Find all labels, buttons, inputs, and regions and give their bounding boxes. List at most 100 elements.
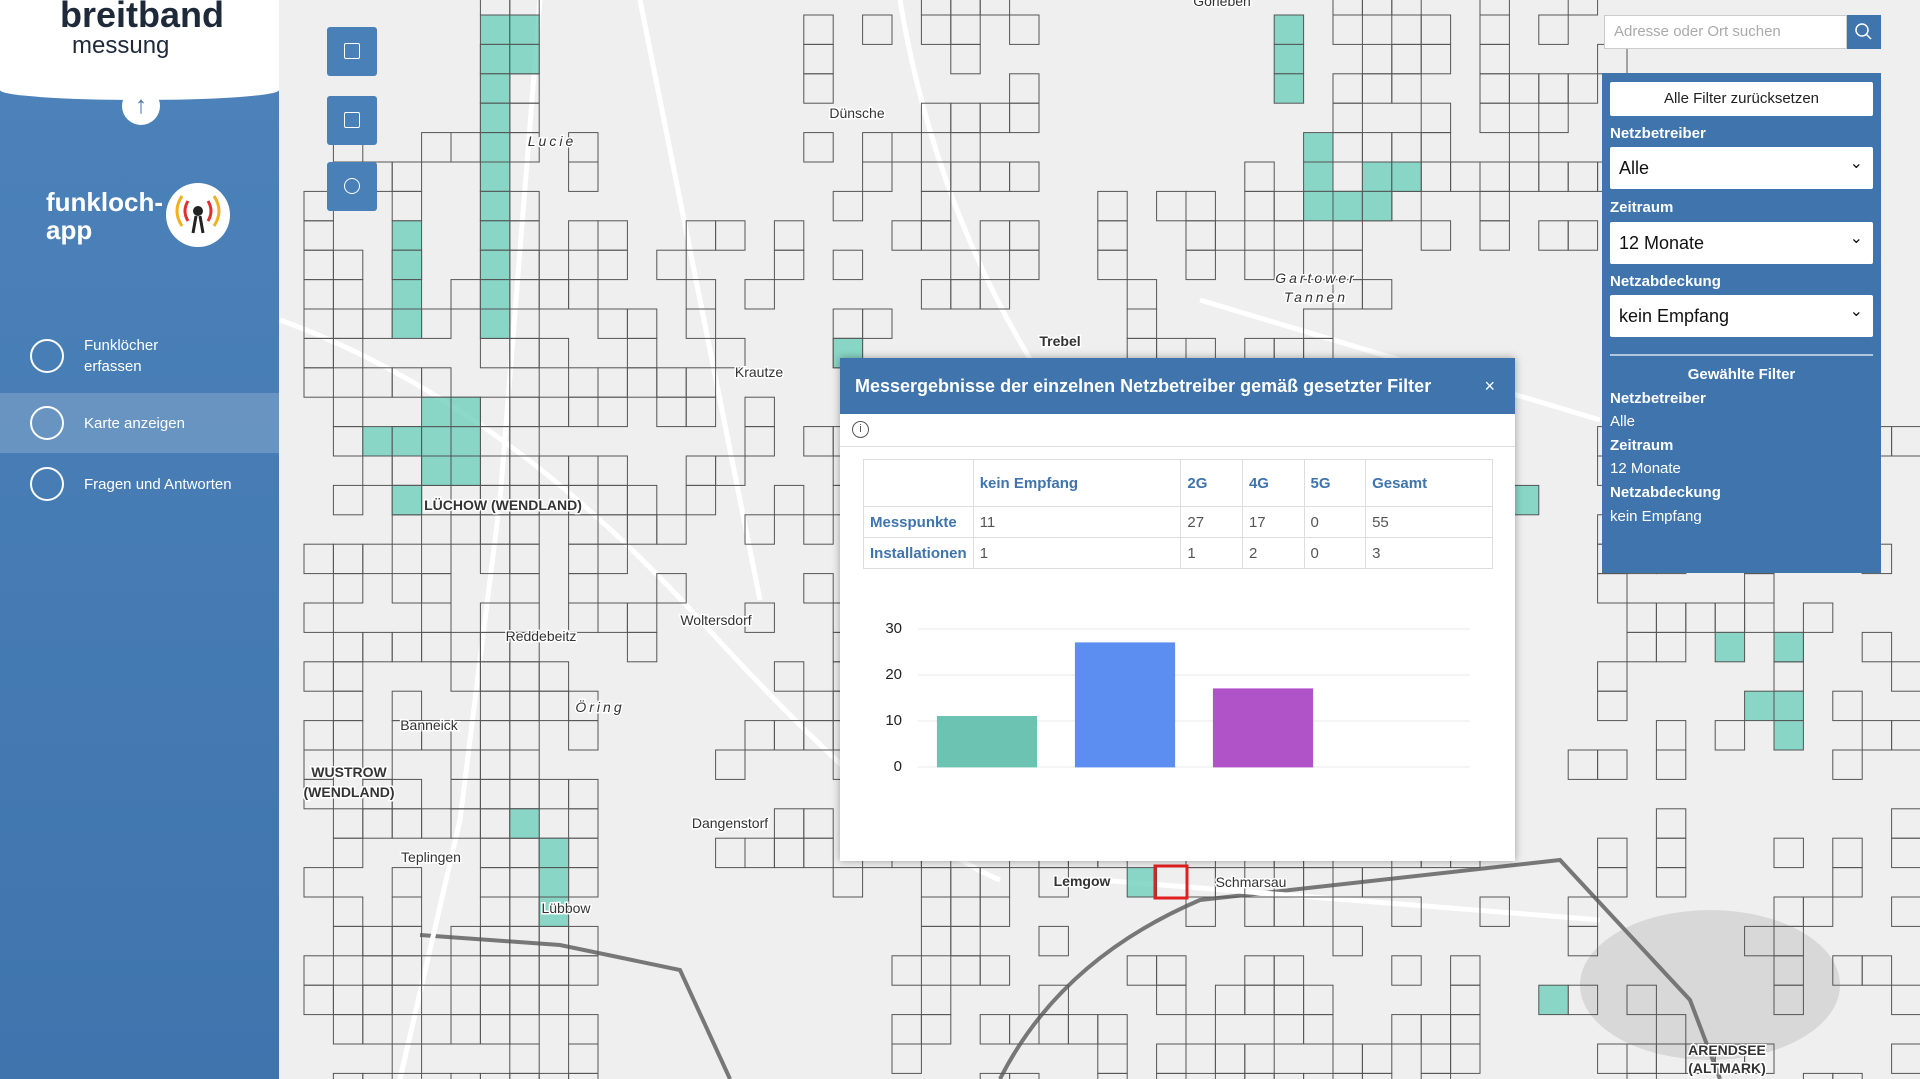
grid-cell <box>332 484 364 516</box>
lake <box>1580 910 1840 1060</box>
coverage-cell <box>450 426 481 457</box>
grid-cell <box>685 484 717 516</box>
coverage-cell <box>1126 867 1158 898</box>
grid-cell <box>1802 896 1834 927</box>
grid-cell <box>479 778 511 810</box>
grid-cell <box>685 308 717 339</box>
grid-cell <box>1626 1072 1657 1079</box>
nav-item[interactable]: Fragen und Antworten <box>0 454 279 514</box>
grid-cell <box>920 220 952 251</box>
grid-cell <box>332 1072 364 1079</box>
grid-cell <box>1567 925 1599 957</box>
grid-cell <box>1214 220 1246 251</box>
grid-cell <box>568 720 599 751</box>
coverage-cell <box>479 220 511 251</box>
filter-select[interactable]: 12 Monate <box>1610 218 1873 264</box>
grid-cell <box>597 543 628 575</box>
grid-cell <box>421 955 452 986</box>
coverage-cell <box>1714 631 1746 663</box>
map-label: Krautze <box>735 364 783 380</box>
grid-cell <box>1214 867 1246 898</box>
y-tick-label: 20 <box>885 666 902 683</box>
coverage-cell <box>1538 984 1569 1016</box>
grid-cell <box>1626 984 1657 1016</box>
grid-cell <box>1891 426 1920 457</box>
filter-select[interactable]: Alle <box>1610 143 1873 189</box>
map-label: ARENDSEE <box>1688 1042 1766 1058</box>
coverage-cell <box>1361 190 1393 222</box>
grid-cell <box>332 573 364 604</box>
grid-cell <box>597 396 628 428</box>
grid-cell <box>891 1043 922 1074</box>
y-tick-label: 0 <box>894 758 902 775</box>
sidebar: breitband messung ↑ funkloch-app Funklöc… <box>0 0 279 1079</box>
grid-cell <box>538 1072 570 1079</box>
coverage-cell <box>479 308 511 339</box>
coverage-cell <box>509 808 540 839</box>
filter-panel: Alle Filter zurücksetzen Netzbetreiber A… <box>1602 73 1881 573</box>
grid-cell <box>773 484 805 516</box>
nav-label: Fragen und Antworten <box>84 475 232 493</box>
coverage-cell <box>538 837 570 869</box>
grid-cell <box>773 661 805 692</box>
search-button[interactable] <box>1847 15 1881 49</box>
grid-cell <box>1303 1072 1334 1079</box>
grid-cell <box>803 73 834 104</box>
header-cell: 5G <box>1303 459 1367 507</box>
filter-select[interactable]: kein Empfang <box>1610 291 1873 337</box>
coverage-cell <box>391 279 423 310</box>
grid-cell <box>538 984 570 1016</box>
logo-line2: messung <box>72 32 170 59</box>
grid-cell <box>568 279 599 310</box>
grid-cell <box>979 955 1011 986</box>
grid-cell <box>1567 73 1599 104</box>
nav-item[interactable]: Funklöcher erfassen <box>0 326 279 386</box>
row-label: Messpunkte <box>863 506 974 538</box>
grid-cell <box>1391 955 1422 986</box>
app-name: funkloch-app <box>46 188 163 244</box>
grid-cell <box>509 749 540 780</box>
grid-cell <box>1861 955 1893 986</box>
grid-cell <box>1655 749 1687 780</box>
grid-cell <box>1832 867 1863 898</box>
grid-cell <box>1185 896 1216 927</box>
bar <box>936 715 1038 768</box>
header-cell: 4G <box>1241 459 1305 507</box>
coverage-cell <box>391 249 423 281</box>
search-input[interactable]: Adresse oder Ort suchen <box>1604 15 1847 49</box>
coverage-cell <box>421 426 452 457</box>
coverage-cell <box>391 426 423 457</box>
filter-label: Netzbetreiber <box>1610 125 1706 142</box>
map-label: Öring <box>575 698 624 715</box>
grid-cell <box>479 896 511 927</box>
map-label: WUSTROW <box>311 764 387 780</box>
table-row: Installationen 1 1 2 0 3 <box>863 537 1493 569</box>
nav-item[interactable]: Karte anzeigen <box>0 393 279 453</box>
map-label: (ALTMARK) <box>1688 1060 1766 1076</box>
grid-cell <box>715 220 746 251</box>
map-label: Trebel <box>1039 333 1080 349</box>
search-icon <box>1855 23 1872 40</box>
selected-cell[interactable] <box>1153 864 1189 900</box>
reset-button[interactable]: Alle Filter zurücksetzen <box>1610 82 1873 116</box>
close-button[interactable]: × <box>1484 376 1495 396</box>
map-label: Dangenstorf <box>692 815 768 831</box>
grid-cell <box>332 720 364 751</box>
up-button[interactable]: ↑ <box>122 87 160 125</box>
coverage-cell <box>479 14 511 45</box>
grid-cell <box>1361 279 1393 310</box>
grid-cell <box>509 1072 540 1079</box>
grid-cell <box>1185 249 1216 281</box>
table-cell: 11 <box>972 506 1182 538</box>
tool-button[interactable] <box>327 27 377 76</box>
bar <box>1212 688 1314 768</box>
coverage-cell <box>509 14 540 45</box>
tool-button[interactable] <box>327 162 377 211</box>
grid-cell <box>1391 73 1422 104</box>
tool-button[interactable] <box>327 96 377 145</box>
grid-cell <box>1597 690 1628 722</box>
grid-cell <box>1567 220 1599 251</box>
grid-cell <box>303 867 334 898</box>
info-icon[interactable]: i <box>852 421 869 438</box>
